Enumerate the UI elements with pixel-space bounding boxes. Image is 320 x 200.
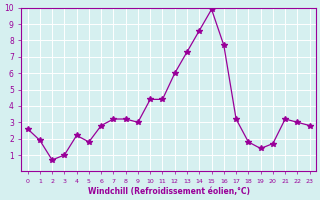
X-axis label: Windchill (Refroidissement éolien,°C): Windchill (Refroidissement éolien,°C): [88, 187, 250, 196]
